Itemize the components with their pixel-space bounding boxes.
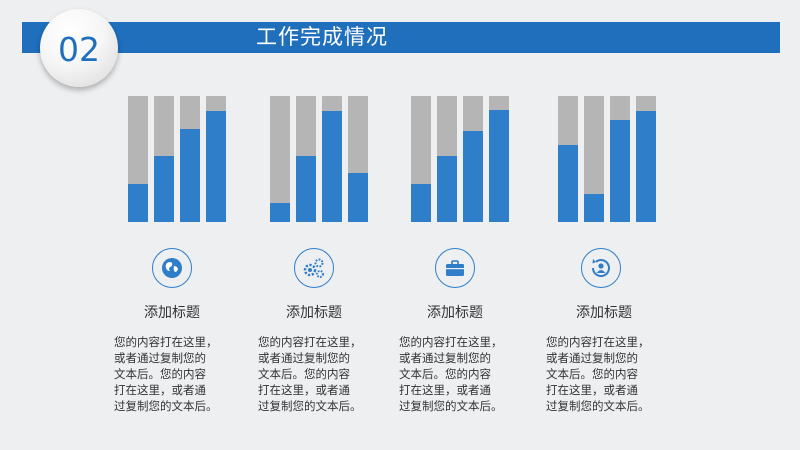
item-description: 您的内容打在这里， 或者通过复制您的 文本后。您的内容 打在这里，或者通 过复制您的文本… [258, 335, 362, 413]
bar-track [584, 96, 604, 222]
bar [463, 131, 483, 222]
bar-track [270, 96, 290, 222]
bar [322, 111, 342, 222]
bar-track [636, 96, 656, 222]
bar [296, 156, 316, 222]
bar [348, 173, 368, 222]
bar-track [558, 96, 578, 222]
bar-track [610, 96, 630, 222]
bar-track [296, 96, 316, 222]
briefcase-icon [435, 248, 475, 288]
bar-chart [270, 96, 370, 222]
bar [636, 111, 656, 222]
item-title: 添加标题 [144, 305, 200, 321]
section-number: 02 [58, 29, 100, 69]
bar-track [322, 96, 342, 222]
bar [610, 120, 630, 222]
bar-track [437, 96, 457, 222]
globe-icon [152, 248, 192, 288]
bar-chart [558, 96, 658, 222]
item-title: 添加标题 [576, 305, 632, 321]
bar [206, 111, 226, 222]
bar-chart [411, 96, 511, 222]
bar-track [154, 96, 174, 222]
item-description: 您的内容打在这里， 或者通过复制您的 文本后。您的内容 打在这里，或者通 过复制您的文本… [399, 335, 503, 413]
item-description: 您的内容打在这里， 或者通过复制您的 文本后。您的内容 打在这里，或者通 过复制您的文本… [114, 335, 218, 413]
item-group-3: 添加标题 您的内容打在这里， 或者通过复制您的 文本后。您的内容 打在这里，或者通 过复… [399, 96, 531, 416]
section-badge: 02 [40, 9, 118, 87]
bar [558, 145, 578, 222]
bar-track [463, 96, 483, 222]
page-title: 工作完成情况 [256, 25, 388, 49]
bar-track [206, 96, 226, 222]
gears-icon [294, 248, 334, 288]
item-group-2: 添加标题 您的内容打在这里， 或者通过复制您的 文本后。您的内容 打在这里，或者通 过复… [258, 96, 390, 416]
bar [437, 156, 457, 222]
bar [411, 184, 431, 222]
bar [180, 129, 200, 222]
item-group-1: 添加标题 您的内容打在这里， 或者通过复制您的 文本后。您的内容 打在这里，或者通 过复… [114, 96, 248, 416]
item-group-4: 添加标题 您的内容打在这里， 或者通过复制您的 文本后。您的内容 打在这里，或者通 过复… [546, 96, 678, 416]
bar-track [180, 96, 200, 222]
header-bar [22, 22, 780, 53]
bar-chart [128, 96, 228, 222]
bar [128, 184, 148, 222]
item-description: 您的内容打在这里， 或者通过复制您的 文本后。您的内容 打在这里，或者通 过复制您的文本… [546, 335, 650, 413]
bar-track [348, 96, 368, 222]
bar [584, 194, 604, 222]
bar [154, 156, 174, 222]
bar-track [128, 96, 148, 222]
refresh-user-icon [581, 248, 621, 288]
bar-track [489, 96, 509, 222]
item-title: 添加标题 [427, 305, 483, 321]
bar [270, 203, 290, 222]
item-title: 添加标题 [286, 305, 342, 321]
bar-track [411, 96, 431, 222]
bar [489, 110, 509, 222]
